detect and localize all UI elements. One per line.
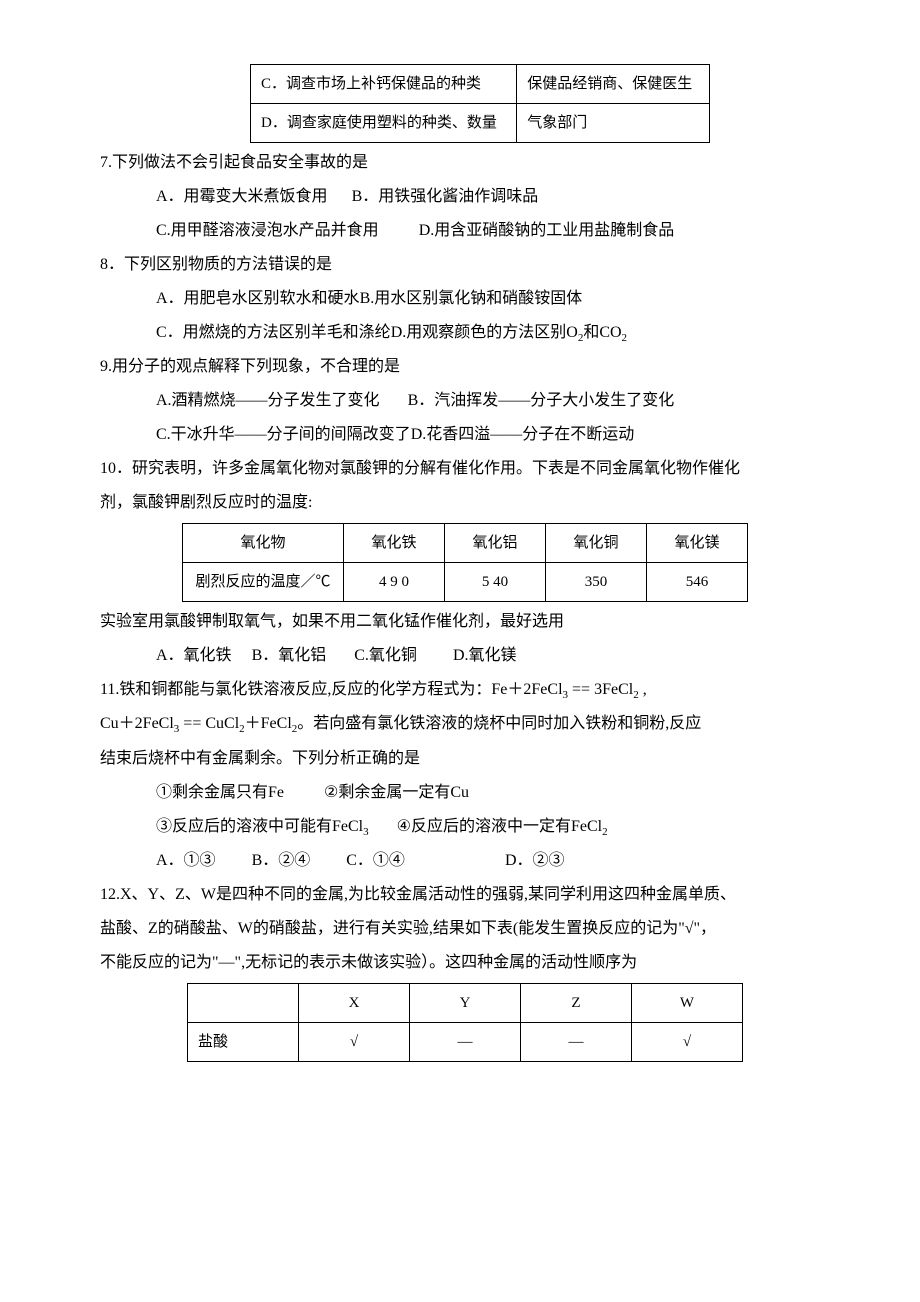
q10-after: 实验室用氯酸钾制取氧气，如果不用二氧化锰作催化剂，最好选用 — [100, 606, 830, 638]
q11-opt4sub: 2 — [602, 826, 608, 838]
q7-opt-b: B．用铁强化酱油作调味品 — [352, 188, 539, 205]
q10-table: 氧化物 氧化铁 氧化铝 氧化铜 氧化镁 剧烈反应的温度／℃ 4 9 0 5 40… — [182, 523, 748, 602]
cell-d-left: D．调查家庭使用塑料的种类、数量 — [251, 104, 517, 143]
q11-d: D．②③ — [505, 852, 565, 869]
q8-line-ab: A．用肥皂水区别软水和硬水B.用水区别氯化钠和硝酸铵固体 — [100, 283, 830, 315]
q10-v1: 5 40 — [445, 563, 546, 602]
q10-opt-c: C.氧化铜 — [354, 647, 417, 664]
q11-eq2pre: Cu＋2FeCl — [100, 715, 174, 732]
q8-opt-d-mid: 和CO — [583, 324, 621, 341]
q11-opt3pre: ③反应后的溶液中可能有FeCl — [156, 818, 363, 835]
q11-opt4pre: ④反应后的溶液中一定有FeCl — [397, 818, 602, 835]
q10-v0: 4 9 0 — [344, 563, 445, 602]
q9-opt-a: A.酒精燃烧——分子发生了变化 — [156, 392, 380, 409]
q12-v0: √ — [299, 1022, 410, 1061]
q12-h4: W — [632, 983, 743, 1022]
q11-comma: , — [639, 681, 647, 698]
q7-opt-c: C.用甲醛溶液浸泡水产品并食用 — [156, 222, 379, 239]
q11-pre: 11.铁和铜都能与氯化铁溶液反应,反应的化学方程式为：Fe＋2FeCl — [100, 681, 563, 698]
q10-h4: 氧化镁 — [647, 524, 748, 563]
q9-opt-d: D.花香四溢——分子在不断运动 — [411, 426, 635, 443]
q12-v1: — — [410, 1022, 521, 1061]
q7-line-cd: C.用甲醛溶液浸泡水产品并食用 D.用含亚硝酸钠的工业用盐腌制食品 — [100, 215, 830, 247]
q9-opt-b: B．汽油挥发——分子大小发生了变化 — [408, 392, 675, 409]
cell-c-left: C．调查市场上补钙保健品的种类 — [251, 65, 517, 104]
q12-stem3: 不能反应的记为"—",无标记的表示未做该实验）。这四种金属的活动性顺序为 — [100, 947, 830, 979]
q8-opt-d-pre: D.用观察颜色的方法区别O — [391, 324, 578, 341]
q11-a: A．①③ — [156, 852, 216, 869]
q11-line1: 11.铁和铜都能与氯化铁溶液反应,反应的化学方程式为：Fe＋2FeCl3 == … — [100, 674, 830, 706]
q11-line3: 结束后烧杯中有金属剩余。下列分析正确的是 — [100, 743, 830, 775]
q10-v3: 546 — [647, 563, 748, 602]
q12-stem2: 盐酸、Z的硝酸盐、W的硝酸盐，进行有关实验,结果如下表(能发生置换反应的记为"√… — [100, 913, 830, 945]
q11-abcd: A．①③ B．②④ C．①④ D．②③ — [100, 845, 830, 877]
q10-h3: 氧化铜 — [546, 524, 647, 563]
q11-post: 。若向盛有氯化铁溶液的烧杯中同时加入铁粉和铜粉,反应 — [297, 715, 701, 732]
q12-rowlabel: 盐酸 — [188, 1022, 299, 1061]
q10-v2: 350 — [546, 563, 647, 602]
q12-table: X Y Z W 盐酸 √ — — √ — [187, 983, 743, 1062]
q11-mid1: == 3FeCl — [568, 681, 633, 698]
q6-table: C．调查市场上补钙保健品的种类 保健品经销商、保健医生 D．调查家庭使用塑料的种… — [250, 64, 710, 143]
q7-opt-d: D.用含亚硝酸钠的工业用盐腌制食品 — [419, 222, 675, 239]
q12-h3: Z — [521, 983, 632, 1022]
q12-h1: X — [299, 983, 410, 1022]
q12-v2: — — [521, 1022, 632, 1061]
q12-v3: √ — [632, 1022, 743, 1061]
q11-eq2mid: == CuCl — [179, 715, 239, 732]
q11-opt2: ②剩余金属一定有Cu — [324, 784, 469, 801]
q12-stem1: 12.X、Y、Z、W是四种不同的金属,为比较金属活动性的强弱,某同学利用这四种金… — [100, 879, 830, 911]
table-row: 氧化物 氧化铁 氧化铝 氧化铜 氧化镁 — [183, 524, 748, 563]
q12-h2: Y — [410, 983, 521, 1022]
cell-c-right: 保健品经销商、保健医生 — [517, 65, 710, 104]
q10-rowlabel: 剧烈反应的温度／℃ — [183, 563, 344, 602]
table-row: 盐酸 √ — — √ — [188, 1022, 743, 1061]
q11-c: C．①④ — [346, 852, 405, 869]
q9-line-ab: A.酒精燃烧——分子发生了变化 B．汽油挥发——分子大小发生了变化 — [100, 385, 830, 417]
q11-opts34: ③反应后的溶液中可能有FeCl3 ④反应后的溶液中一定有FeCl2 — [100, 811, 830, 843]
cell-d-right: 气象部门 — [517, 104, 710, 143]
q11-opt3sub: 3 — [363, 826, 369, 838]
table-row: 剧烈反应的温度／℃ 4 9 0 5 40 350 546 — [183, 563, 748, 602]
q8-stem: 8．下列区别物质的方法错误的是 — [100, 249, 830, 281]
q8-sub2: 2 — [622, 332, 628, 344]
q11-opt1: ①剩余金属只有Fe — [156, 784, 284, 801]
table-row: X Y Z W — [188, 983, 743, 1022]
q8-opt-b: B.用水区别氯化钠和硝酸铵固体 — [360, 290, 583, 307]
q9-opt-c: C.干冰升华——分子间的间隔改变了 — [156, 426, 411, 443]
q12-h0 — [188, 983, 299, 1022]
q10-h1: 氧化铁 — [344, 524, 445, 563]
q10-opt-a: A．氧化铁 — [156, 647, 232, 664]
q10-opt-b: B．氧化铝 — [252, 647, 327, 664]
q10-opts: A．氧化铁 B．氧化铝 C.氧化铜 D.氧化镁 — [100, 640, 830, 672]
q7-stem: 7.下列做法不会引起食品安全事故的是 — [100, 147, 830, 179]
q7-line-ab: A．用霉变大米煮饭食用 B．用铁强化酱油作调味品 — [100, 181, 830, 213]
q11-b: B．②④ — [252, 852, 311, 869]
q10-opt-d: D.氧化镁 — [453, 647, 517, 664]
q8-line-cd: C．用燃烧的方法区别羊毛和涤纶D.用观察颜色的方法区别O2和CO2 — [100, 317, 830, 349]
table-row: D．调查家庭使用塑料的种类、数量 气象部门 — [251, 104, 710, 143]
q11-opts12: ①剩余金属只有Fe ②剩余金属一定有Cu — [100, 777, 830, 809]
q10-h0: 氧化物 — [183, 524, 344, 563]
q11-eq2plus: ＋FeCl — [245, 715, 292, 732]
q8-opt-a: A．用肥皂水区别软水和硬水 — [156, 290, 360, 307]
q10-stem2: 剂，氯酸钾剧烈反应时的温度: — [100, 487, 830, 519]
q9-stem: 9.用分子的观点解释下列现象，不合理的是 — [100, 351, 830, 383]
q9-line-cd: C.干冰升华——分子间的间隔改变了D.花香四溢——分子在不断运动 — [100, 419, 830, 451]
q10-h2: 氧化铝 — [445, 524, 546, 563]
q10-stem1: 10．研究表明，许多金属氧化物对氯酸钾的分解有催化作用。下表是不同金属氧化物作催… — [100, 453, 830, 485]
q11-line2: Cu＋2FeCl3 == CuCl2＋FeCl2。若向盛有氯化铁溶液的烧杯中同时… — [100, 708, 830, 740]
table-row: C．调查市场上补钙保健品的种类 保健品经销商、保健医生 — [251, 65, 710, 104]
q7-opt-a: A．用霉变大米煮饭食用 — [156, 188, 328, 205]
q8-opt-c: C．用燃烧的方法区别羊毛和涤纶 — [156, 324, 391, 341]
